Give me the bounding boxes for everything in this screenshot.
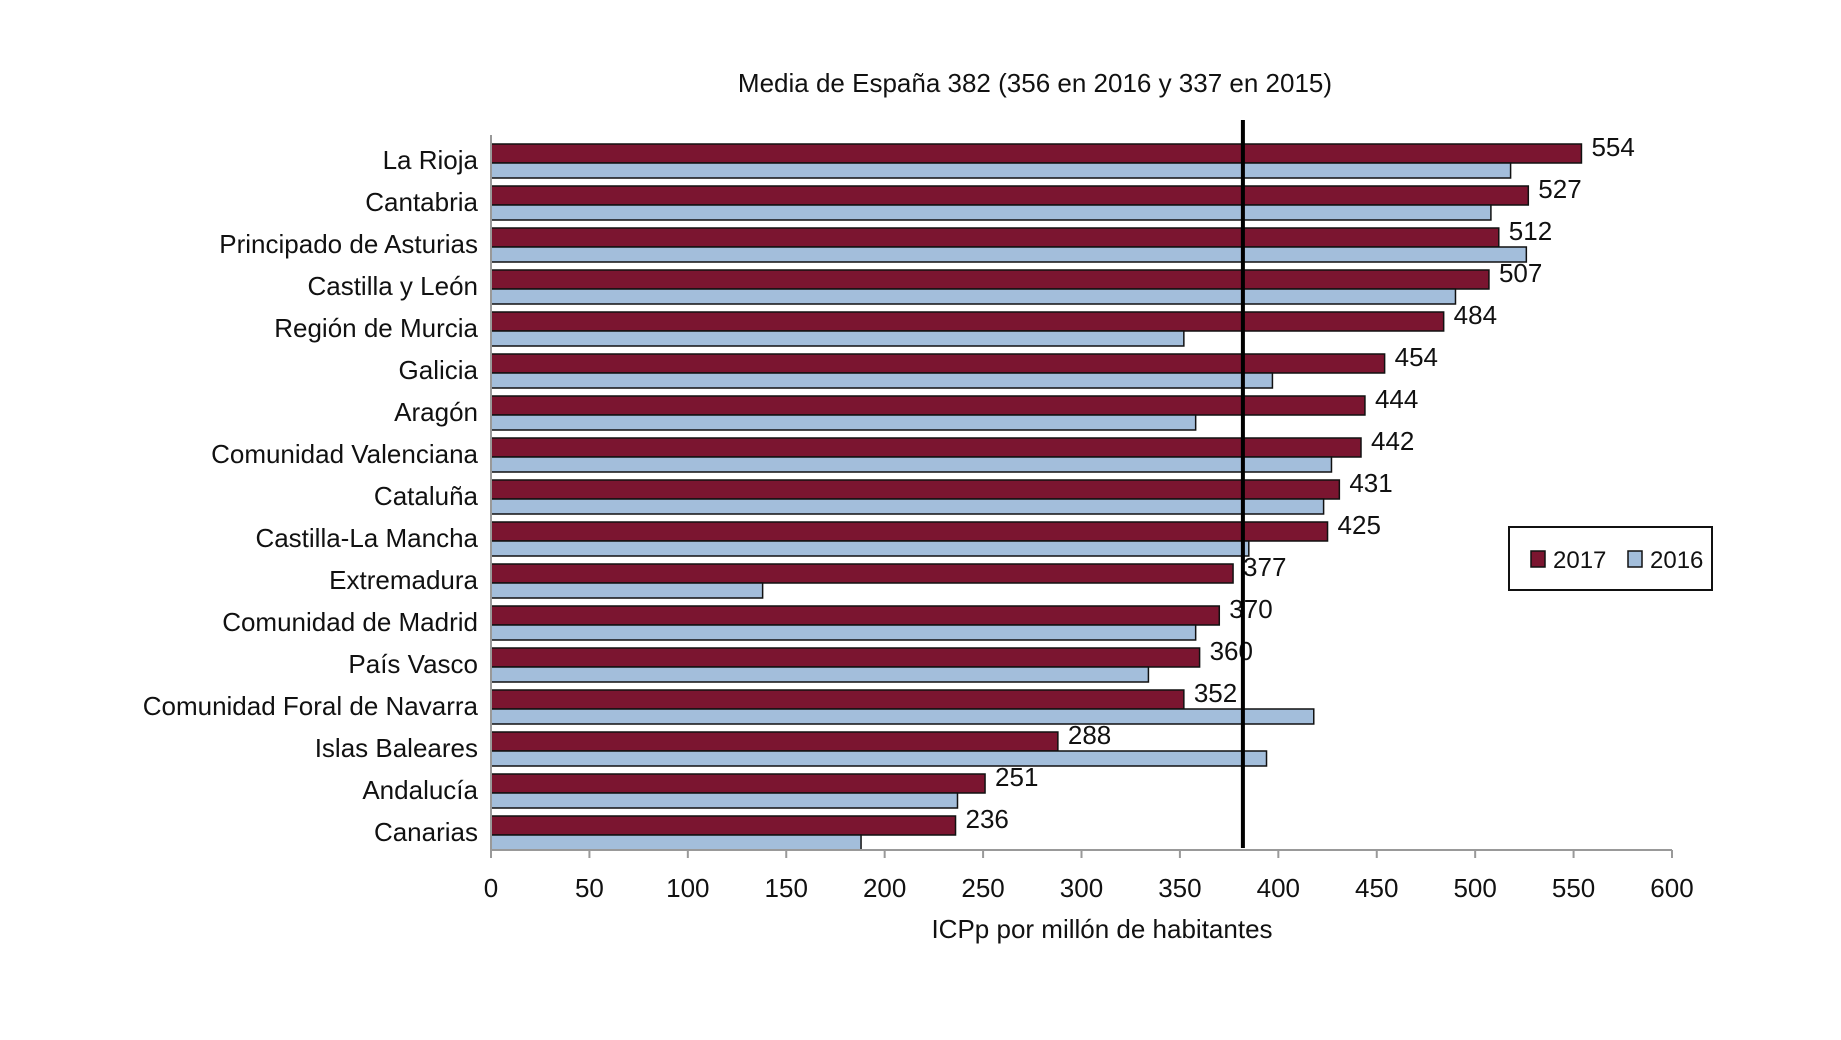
bar-2017 (490, 353, 1386, 374)
bar-2017 (490, 521, 1329, 542)
data-label: 507 (1499, 258, 1542, 288)
category-label: La Rioja (383, 145, 479, 175)
category-label: Andalucía (362, 775, 478, 805)
x-tick-label: 150 (765, 873, 808, 903)
x-tick-label: 400 (1257, 873, 1300, 903)
x-tick-label: 0 (484, 873, 498, 903)
bar-2016 (490, 414, 1197, 431)
legend-swatch-2017 (1530, 550, 1546, 568)
bar-2016 (490, 540, 1250, 557)
category-label: País Vasco (348, 649, 478, 679)
bar-2016 (490, 456, 1333, 473)
bar-2016 (490, 330, 1185, 347)
category-label: Cataluña (374, 481, 479, 511)
bar-2016 (490, 246, 1528, 263)
data-label: 554 (1591, 132, 1634, 162)
bar-2016 (490, 582, 764, 599)
data-label: 251 (995, 762, 1038, 792)
bar-2017 (490, 185, 1530, 206)
data-label: 527 (1538, 174, 1581, 204)
bar-2017 (490, 773, 986, 794)
data-label: 512 (1509, 216, 1552, 246)
bar-2016 (490, 792, 959, 809)
bar-2017 (490, 563, 1234, 584)
legend-swatch-2016 (1627, 550, 1643, 568)
x-tick-label: 450 (1355, 873, 1398, 903)
legend-label-2017: 2017 (1553, 547, 1606, 574)
data-label: 352 (1194, 678, 1237, 708)
category-label: Islas Baleares (315, 733, 478, 763)
data-label: 377 (1243, 552, 1286, 582)
data-label: 236 (966, 804, 1009, 834)
bar-2016 (490, 162, 1512, 179)
category-label: Comunidad de Madrid (222, 607, 478, 637)
category-label: Galicia (399, 355, 479, 385)
bar-2016 (490, 204, 1492, 221)
x-tick-label: 50 (575, 873, 604, 903)
category-label: Región de Murcia (274, 313, 478, 343)
x-tick-label: 200 (863, 873, 906, 903)
data-label: 370 (1229, 594, 1272, 624)
category-label: Comunidad Valenciana (211, 439, 478, 469)
category-label: Extremadura (329, 565, 478, 595)
x-tick-label: 100 (666, 873, 709, 903)
chart-title: Media de España 382 (356 en 2016 y 337 e… (738, 68, 1332, 98)
x-tick-label: 250 (961, 873, 1004, 903)
data-label: 431 (1349, 468, 1392, 498)
category-label: Comunidad Foral de Navarra (143, 691, 479, 721)
bar-2017 (490, 647, 1201, 668)
data-label: 288 (1068, 720, 1111, 750)
bar-2016 (490, 498, 1325, 515)
category-label: Aragón (394, 397, 478, 427)
bar-2017 (490, 437, 1362, 458)
bar-2017 (490, 731, 1059, 752)
category-label: Castilla y León (307, 271, 478, 301)
bar-2017 (490, 143, 1583, 164)
data-label: 442 (1371, 426, 1414, 456)
category-label: Cantabria (365, 187, 478, 217)
x-tick-label: 350 (1158, 873, 1201, 903)
category-label: Castilla-La Mancha (255, 523, 478, 553)
bar-2017 (490, 815, 957, 836)
data-label: 425 (1338, 510, 1381, 540)
bar-2017 (490, 689, 1185, 710)
bar-2016 (490, 372, 1274, 389)
bar-2017 (490, 311, 1445, 332)
category-label: Principado de Asturias (219, 229, 478, 259)
x-tick-label: 550 (1552, 873, 1595, 903)
data-label: 454 (1395, 342, 1438, 372)
bar-2017 (490, 479, 1341, 500)
bar-2016 (490, 666, 1150, 683)
x-tick-label: 300 (1060, 873, 1103, 903)
x-axis-label: ICPp por millón de habitantes (931, 914, 1272, 944)
bar-2017 (490, 227, 1500, 248)
x-tick-label: 600 (1650, 873, 1693, 903)
bar-2016 (490, 624, 1197, 641)
legend-label-2016: 2016 (1650, 547, 1703, 574)
bar-2016 (490, 834, 862, 851)
legend: 2017 2016 (1508, 526, 1713, 591)
data-label: 360 (1210, 636, 1253, 666)
bar-2016 (490, 750, 1268, 767)
category-label: Canarias (374, 817, 478, 847)
bar-2017 (490, 395, 1366, 416)
x-tick-label: 500 (1453, 873, 1496, 903)
bar-2017 (490, 605, 1221, 626)
data-label: 484 (1454, 300, 1497, 330)
bar-2016 (490, 288, 1457, 305)
data-label: 444 (1375, 384, 1418, 414)
bar-2016 (490, 708, 1315, 725)
bar-2017 (490, 269, 1490, 290)
